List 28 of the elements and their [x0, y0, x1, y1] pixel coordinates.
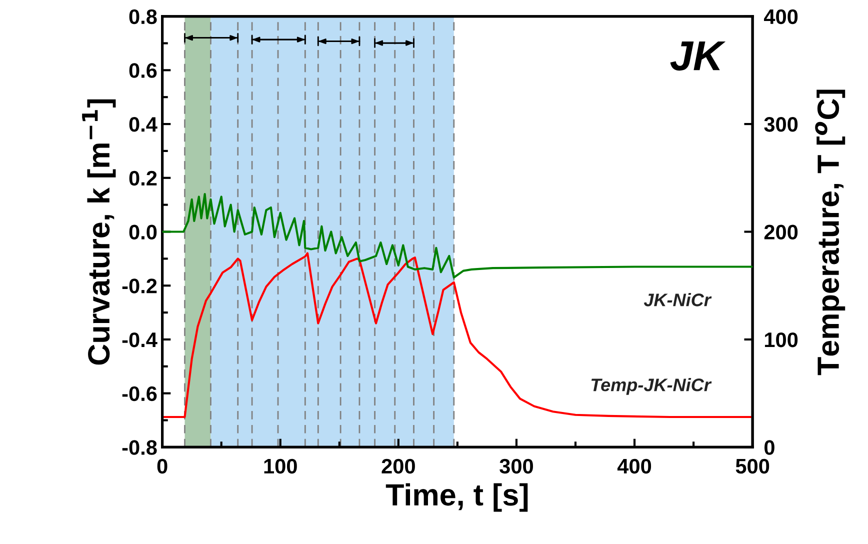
y-tick-label: 0.0 [129, 224, 157, 240]
y-tick-label: 0.8 [129, 9, 157, 24]
x-tick-label: 300 [500, 458, 533, 474]
y2-tick-label: 200 [764, 224, 798, 240]
x-axis-title: Time, t [s] [386, 483, 528, 512]
line-series [162, 252, 753, 418]
y-tick-label: -0.8 [122, 440, 157, 455]
series-label: Temp-JK-NiCr [591, 378, 712, 395]
line-series [162, 193, 753, 279]
y-axis-title: Curvature, k [m$^{−1}$] [82, 99, 116, 365]
y-tick-label: 0.4 [129, 117, 158, 132]
y2-tick-label: 100 [764, 332, 798, 348]
annotation: JK [670, 42, 726, 71]
x-tick-label: 0 [157, 458, 168, 474]
y-tick-label: 0.2 [129, 170, 157, 186]
x-tick-label: 500 [736, 458, 770, 474]
y-tick-label: -0.2 [122, 278, 157, 294]
y-tick-label: -0.6 [122, 386, 157, 402]
y2-tick-label: 0 [764, 440, 774, 455]
y2-axis-title: Temperature, T [$^{o}$C] [815, 90, 846, 376]
x-tick-label: 100 [264, 458, 297, 474]
x-tick-label: 400 [617, 458, 652, 474]
series-label: JK-NiCr [644, 293, 712, 306]
y2-tick-label: 400 [764, 9, 798, 24]
x-tick-label: 200 [382, 458, 415, 474]
y-tick-label: -0.4 [122, 332, 158, 348]
y2-tick-label: 300 [764, 117, 798, 132]
y-tick-label: 0.6 [129, 63, 157, 78]
